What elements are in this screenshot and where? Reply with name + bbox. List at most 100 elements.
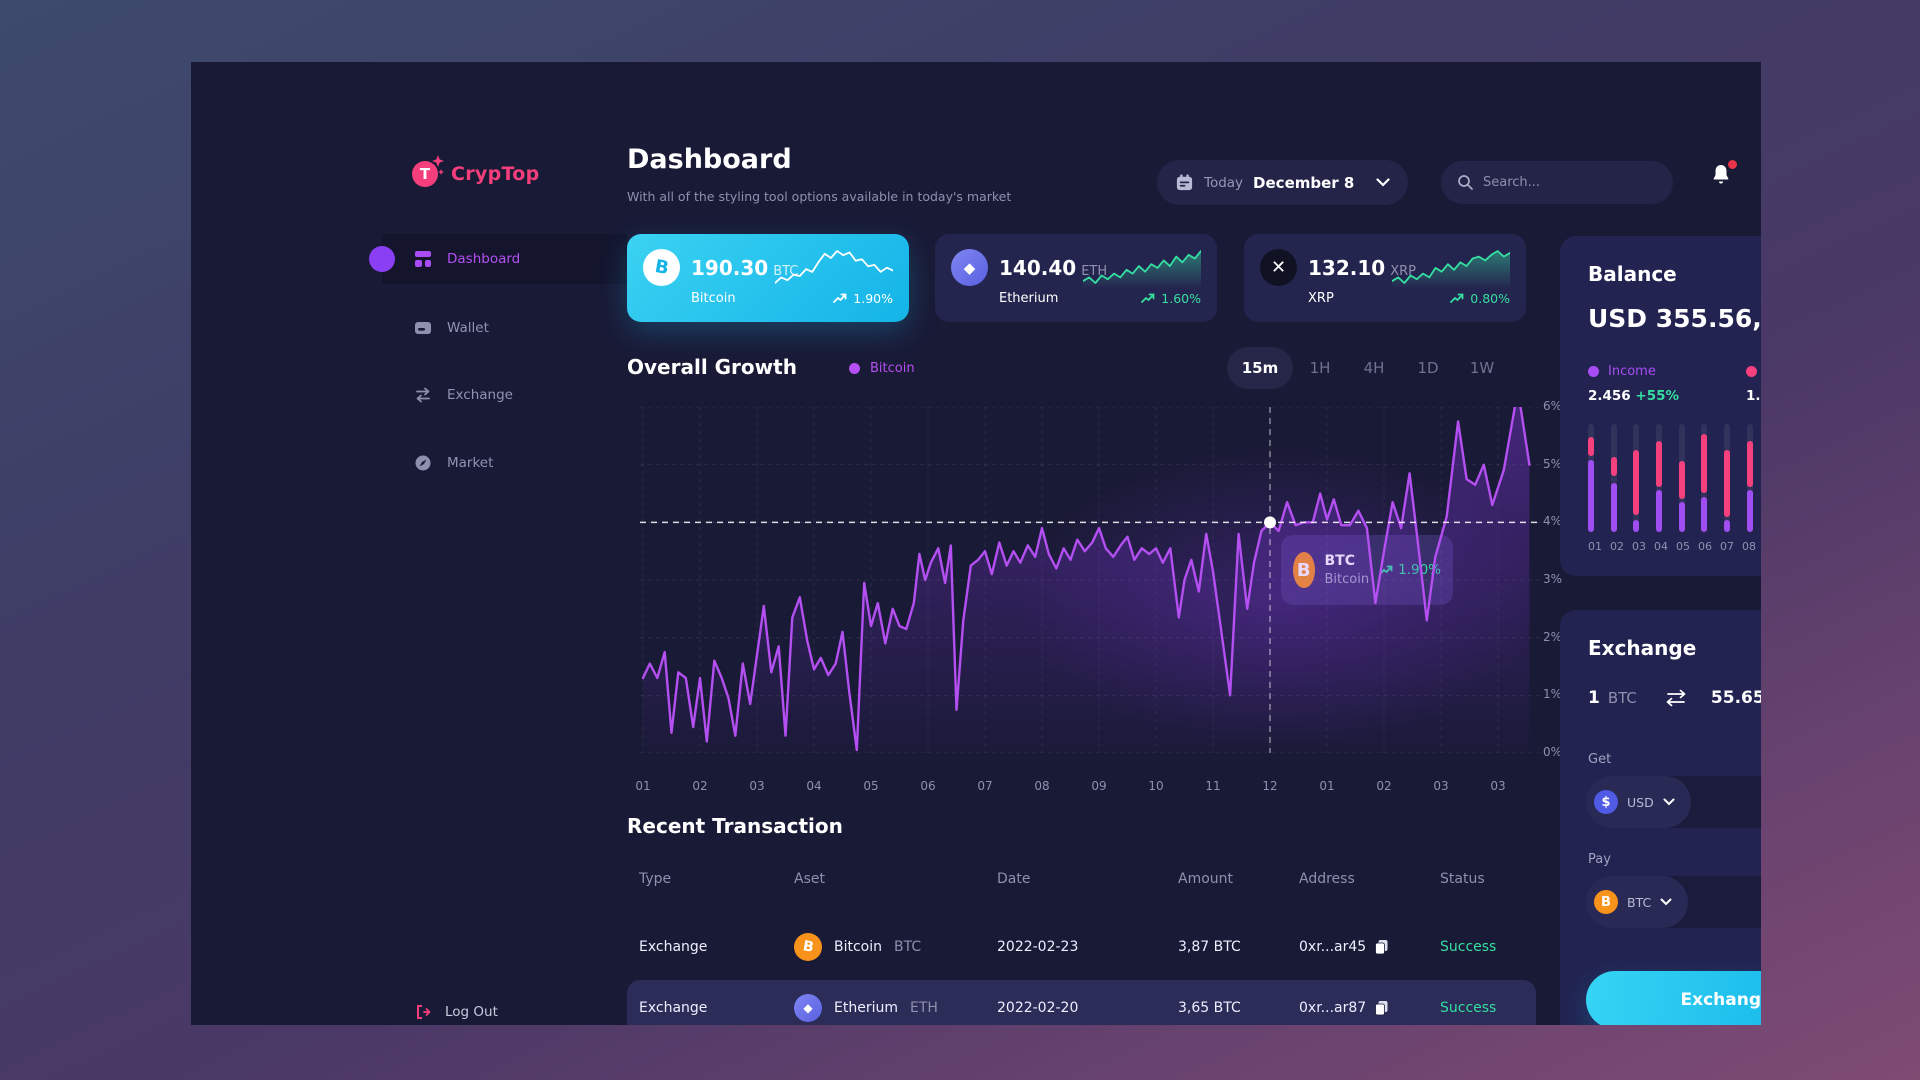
transactions-title: Recent Transaction bbox=[627, 814, 843, 838]
legend-dot bbox=[849, 363, 860, 374]
logout-button[interactable]: Log Out bbox=[414, 1003, 498, 1021]
coin-card-eth[interactable]: ◆ 140.40 ETH Etherium 1.60% bbox=[935, 234, 1217, 322]
coin-value: 140.40 bbox=[999, 255, 1077, 280]
tx-asset-symbol: BTC bbox=[894, 938, 922, 955]
balance-bar bbox=[1723, 424, 1730, 532]
column-header: Type bbox=[639, 871, 672, 887]
x-axis-tick: 03 bbox=[749, 779, 765, 793]
range-tab-4h[interactable]: 4H bbox=[1363, 359, 1385, 377]
x-axis-tick: 03 bbox=[1490, 779, 1506, 793]
get-currency-selector[interactable]: $ USD bbox=[1586, 776, 1691, 828]
sidebar-item-dashboard[interactable]: Dashboard bbox=[369, 234, 627, 284]
bar-track bbox=[1610, 424, 1617, 532]
page-subtitle: With all of the styling tool options ava… bbox=[627, 189, 1012, 204]
coin-name: Etherium bbox=[999, 291, 1059, 306]
tx-asset-name: Etherium bbox=[834, 999, 898, 1016]
y-axis-tick: 4% bbox=[1543, 514, 1563, 529]
exchange-title: Exchange bbox=[1588, 636, 1697, 660]
search-input[interactable] bbox=[1483, 175, 1643, 190]
bar-label: 08 bbox=[1742, 540, 1756, 553]
coin-card-btc[interactable]: B 190.30 BTC Bitcoin 1.90% bbox=[627, 234, 909, 322]
range-tab-1h[interactable]: 1H bbox=[1309, 359, 1331, 377]
bar-segment-expenses bbox=[1746, 441, 1753, 487]
x-axis-tick: 07 bbox=[977, 779, 993, 793]
bar-segment-income bbox=[1610, 483, 1617, 532]
tx-amount: 3,65 BTC bbox=[1178, 999, 1241, 1016]
date-picker[interactable]: Today December 8 bbox=[1157, 160, 1408, 205]
balance-title: Balance bbox=[1588, 262, 1677, 286]
coin-card-xrp[interactable]: ✕ 132.10 XRP XRP 0.80% bbox=[1244, 234, 1526, 322]
chart-legend: Bitcoin bbox=[849, 361, 915, 376]
brand-logo: T CrypTop bbox=[412, 155, 540, 187]
coin-name: XRP bbox=[1308, 291, 1334, 306]
chevron-down-icon bbox=[1663, 798, 1675, 806]
swap-icon[interactable] bbox=[1663, 689, 1689, 707]
bar-segment-income bbox=[1655, 489, 1662, 532]
sidebar-item-exchange[interactable]: Exchange bbox=[382, 370, 627, 420]
column-header: Amount bbox=[1178, 871, 1234, 887]
bar-segment-income bbox=[1746, 489, 1753, 532]
pay-currency-selector[interactable]: B BTC bbox=[1586, 876, 1689, 928]
x-axis-tick: 10 bbox=[1148, 779, 1164, 793]
bar-segment-income bbox=[1633, 520, 1640, 532]
tx-asset: ◆ Etherium ETH bbox=[794, 993, 997, 1022]
sidebar-item-wallet[interactable]: Wallet bbox=[382, 303, 627, 353]
column-header: Address bbox=[1299, 871, 1355, 887]
income-label: Income bbox=[1608, 364, 1656, 379]
wallet-icon bbox=[414, 319, 432, 337]
y-axis-tick: 3% bbox=[1543, 572, 1563, 586]
copy-icon[interactable] bbox=[1374, 1000, 1389, 1016]
etherium-icon: ◆ bbox=[951, 249, 988, 286]
usd-coin-icon: $ bbox=[1594, 790, 1618, 814]
tx-address: 0xr...ar87 bbox=[1299, 1000, 1440, 1016]
coin-value-wrap: 190.30 BTC bbox=[691, 256, 798, 280]
exchange-submit-button[interactable]: Exchange bbox=[1586, 971, 1761, 1025]
sidebar-item-market[interactable]: Market bbox=[382, 438, 627, 488]
date-prefix: Today bbox=[1204, 174, 1244, 191]
transaction-row[interactable]: Exchange B Bitcoin BTC 2022-02-23 3,87 BTC 0xr… bbox=[627, 919, 1536, 974]
range-tab-1w[interactable]: 1W bbox=[1469, 359, 1495, 377]
bar-segment-expenses bbox=[1610, 457, 1617, 476]
notifications-button[interactable] bbox=[1709, 160, 1737, 188]
tx-status: Success bbox=[1440, 938, 1497, 955]
get-label: Get bbox=[1588, 752, 1612, 767]
coin-sparkline bbox=[774, 247, 894, 291]
copy-icon[interactable] bbox=[1374, 939, 1389, 955]
btc-coin-icon: B bbox=[1594, 890, 1618, 914]
bar-segment-expenses bbox=[1655, 441, 1662, 487]
transaction-row[interactable]: Exchange ◆ Etherium ETH 2022-02-20 3,65 BTC 0x… bbox=[627, 980, 1536, 1025]
expenses-dot bbox=[1746, 366, 1757, 377]
bar-label: 05 bbox=[1676, 540, 1690, 553]
x-axis-tick: 04 bbox=[806, 779, 822, 793]
range-tab-1d[interactable]: 1D bbox=[1417, 359, 1439, 377]
expenses-legend: Expenses 1.344 +35% bbox=[1746, 364, 1761, 404]
get-currency-code: USD bbox=[1627, 794, 1654, 810]
balance-bar bbox=[1746, 424, 1753, 532]
x-axis-tick: 05 bbox=[863, 779, 879, 793]
date-value: December 8 bbox=[1253, 173, 1355, 192]
balance-bar-labels: 01020304050607080910111214 bbox=[1588, 540, 1761, 553]
pay-amount-input[interactable] bbox=[1688, 890, 1761, 914]
growth-chart[interactable]: B BTC Bitcoin 1.90% 6%5%4%3%2%1%0%010203… bbox=[635, 399, 1562, 807]
tx-address: 0xr...ar45 bbox=[1299, 939, 1440, 955]
tx-address-text: 0xr...ar45 bbox=[1299, 938, 1367, 955]
y-axis-tick: 1% bbox=[1543, 687, 1563, 702]
balance-panel: Balance 2.90% USD 355.56,30 Income 2.456… bbox=[1560, 236, 1761, 576]
chevron-down-icon bbox=[1376, 178, 1390, 187]
balance-bar-chart bbox=[1588, 424, 1761, 532]
range-tab-15m[interactable]: 15m bbox=[1227, 347, 1293, 389]
y-axis-tick: 2% bbox=[1543, 629, 1563, 644]
tx-address-text: 0xr...ar87 bbox=[1299, 999, 1367, 1016]
x-axis-tick: 11 bbox=[1205, 779, 1221, 793]
coin-symbol: BTC bbox=[773, 263, 799, 279]
x-axis-tick: 02 bbox=[692, 779, 708, 793]
coin-change: 0.80% bbox=[1450, 291, 1510, 306]
balance-bar bbox=[1610, 424, 1617, 532]
sparkle-icon bbox=[432, 155, 444, 175]
coin-sparkline bbox=[1082, 247, 1202, 291]
bitcoin-icon: B bbox=[794, 932, 822, 961]
get-amount-input[interactable] bbox=[1690, 790, 1761, 814]
dashboard-icon bbox=[414, 250, 432, 268]
x-axis-tick: 01 bbox=[1319, 779, 1335, 793]
